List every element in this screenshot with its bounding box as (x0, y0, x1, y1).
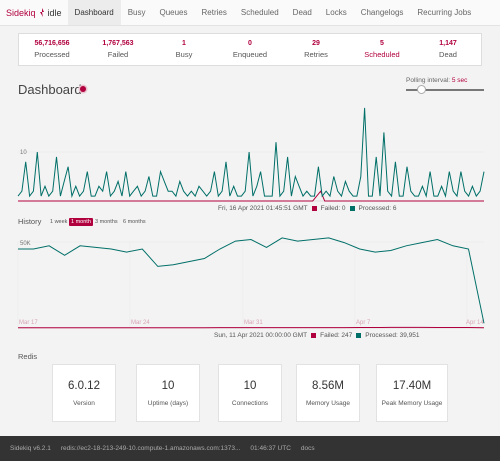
process-state: idle (47, 7, 62, 18)
polling-slider-handle[interactable] (417, 85, 426, 94)
range-1-week[interactable]: 1 week (50, 219, 68, 225)
nav-busy[interactable]: Busy (127, 8, 146, 17)
redis-card-value: 8.56M (312, 379, 344, 392)
range-6-months[interactable]: 6 months (123, 219, 146, 225)
x-tick-label: Mar 24 (131, 320, 150, 326)
beacon-icon (80, 86, 86, 92)
redis-connections-card: 10 Connections (218, 364, 282, 422)
history-legend: Sun, 11 Apr 2021 00:00:00 GMT Failed: 24… (214, 332, 419, 339)
stat-busy[interactable]: 1 Busy (151, 34, 217, 65)
stat-value: 1 (182, 40, 186, 47)
redis-peak-memory-card: 17.40M Peak Memory Usage (376, 364, 448, 422)
nav-queues[interactable]: Queues (159, 8, 188, 17)
legend-time: Sun, 11 Apr 2021 00:00:00 GMT (214, 332, 308, 339)
stat-label: Processed (34, 50, 70, 59)
failed-swatch (311, 206, 317, 211)
legend-processed: Processed: 39,951 (365, 332, 420, 339)
sidekiq-logo-icon (39, 8, 44, 17)
stat-label: Scheduled (364, 50, 400, 59)
nav-dead[interactable]: Dead (292, 8, 312, 17)
redis-card-label: Memory Usage (305, 399, 351, 407)
stat-value: 1,147 (439, 40, 457, 47)
redis-card-label: Uptime (days) (147, 399, 189, 407)
stat-value: 5 (380, 40, 384, 47)
footer-docs-link[interactable]: docs (300, 445, 315, 452)
history-y-tick: 50K (20, 241, 31, 247)
stat-value: 0 (248, 40, 252, 47)
history-label: History (18, 217, 42, 226)
polling-interval: Polling interval: 5 sec (406, 77, 467, 84)
brand[interactable]: Sidekiq idle (0, 0, 68, 25)
x-tick-label: Apr 14 (466, 320, 484, 326)
processed-series-line (18, 237, 485, 324)
footer-time: 01:46:37 UTC (250, 445, 291, 452)
redis-version-card: 6.0.12 Version (52, 364, 116, 422)
x-tick-label: Mar 31 (244, 320, 263, 326)
footer-redis-url: redis://ec2-18-213-249-10.compute-1.amaz… (60, 445, 241, 452)
stat-label: Enqueued (232, 50, 268, 59)
summary-bar: 56,716,656 Processed 1,767,563 Failed 1 … (18, 33, 482, 66)
footer-version: Sidekiq v6.2.1 (10, 445, 51, 452)
nav-changelogs[interactable]: Changelogs (360, 8, 404, 17)
redis-card-label: Connections (231, 399, 269, 407)
stat-processed[interactable]: 56,716,656 Processed (19, 34, 85, 65)
footer: Sidekiq v6.2.1 redis://ec2-18-213-249-10… (0, 436, 500, 461)
redis-card-value: 10 (243, 379, 257, 392)
nav-dashboard[interactable]: Dashboard (67, 0, 121, 25)
realtime-y-tick: 10 (20, 150, 27, 156)
stat-label: Dead (439, 50, 457, 59)
page-title: Dashboard (18, 82, 82, 97)
nav-scheduled[interactable]: Scheduled (240, 8, 279, 17)
legend-time: Fri, 16 Apr 2021 01:45:51 GMT (218, 205, 308, 212)
redis-label: Redis (18, 352, 38, 361)
range-1-month[interactable]: 1 month (69, 218, 93, 226)
stat-scheduled[interactable]: 5 Scheduled (349, 34, 415, 65)
polling-slider-track[interactable] (406, 89, 484, 91)
stat-failed[interactable]: 1,767,563 Failed (85, 34, 151, 65)
realtime-chart: 10 (17, 107, 485, 202)
stat-value: 56,716,656 (34, 40, 70, 47)
stat-retries[interactable]: 29 Retries (283, 34, 349, 65)
legend-processed: Processed: 6 (358, 205, 397, 212)
range-3-months[interactable]: 3 months (95, 219, 118, 225)
realtime-legend: Fri, 16 Apr 2021 01:45:51 GMT Failed: 0 … (218, 205, 396, 212)
nav-retries[interactable]: Retries (201, 8, 227, 17)
nav-recurring-jobs[interactable]: Recurring Jobs (417, 8, 472, 17)
redis-card-label: Version (73, 399, 95, 407)
legend-failed: Failed: 0 (320, 205, 346, 212)
x-tick-label: Apr 7 (356, 320, 371, 326)
brand-name[interactable]: Sidekiq (6, 7, 36, 18)
stat-enqueued[interactable]: 0 Enqueued (217, 34, 283, 65)
failed-series-line (18, 190, 484, 202)
processed-swatch (349, 206, 355, 211)
stat-label: Busy (175, 50, 193, 59)
redis-card-label: Peak Memory Usage (381, 399, 443, 407)
nav-locks[interactable]: Locks (325, 8, 347, 17)
stat-dead[interactable]: 1,147 Dead (415, 34, 481, 65)
processed-swatch (356, 333, 362, 338)
stat-label: Failed (107, 50, 129, 59)
navbar: Sidekiq idle Dashboard Busy Queues Retri… (0, 0, 500, 26)
redis-card-value: 10 (161, 379, 175, 392)
x-tick-label: Mar 17 (19, 320, 38, 326)
stat-label: Retries (304, 50, 328, 59)
history-chart: 50K Mar 17 Mar 24 Mar 31 Apr 7 Apr 14 (17, 237, 485, 329)
redis-memory-card: 8.56M Memory Usage (296, 364, 360, 422)
redis-card-value: 6.0.12 (68, 379, 100, 392)
polling-label: Polling interval: (406, 77, 451, 84)
failed-swatch (311, 333, 317, 338)
redis-uptime-card: 10 Uptime (days) (136, 364, 200, 422)
redis-card-value: 17.40M (392, 379, 432, 392)
legend-failed: Failed: 247 (320, 332, 353, 339)
polling-value: 5 sec (451, 77, 468, 84)
processed-series-line (17, 107, 485, 199)
stat-value: 29 (312, 40, 320, 47)
stat-value: 1,767,563 (102, 40, 134, 47)
